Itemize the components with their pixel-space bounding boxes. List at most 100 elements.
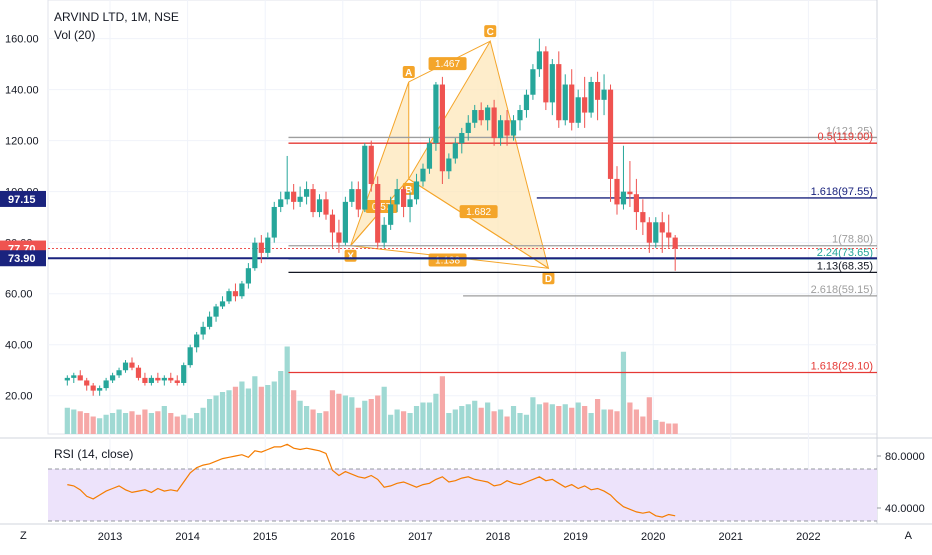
volume-bar [394,409,400,434]
pattern-ratio-marker [428,57,467,71]
candle-body [530,69,536,95]
volume-bar [582,406,588,434]
candle-body [491,107,497,139]
volume-label: Vol (20) [54,28,95,42]
pattern-ratio-label: 0.57 [372,202,392,213]
volume-bar [666,423,672,434]
candle-body [109,375,116,381]
candle-body [413,181,420,200]
volume-bar [426,402,433,434]
volume-bar [84,413,90,434]
candle-body [439,84,445,172]
volume-bar [329,390,336,434]
candle-body [181,365,187,383]
volume-bar [569,407,575,434]
volume-bar [129,411,135,434]
price-badge[interactable] [0,190,46,207]
volume-bar [284,346,290,434]
volume-bar [148,413,154,434]
candle-body [349,189,355,202]
y-tick-label: 40.00 [5,340,33,352]
volume-bar [194,413,200,434]
candle-body [433,84,439,144]
volume-bar [388,414,394,434]
price-badge[interactable] [0,250,46,267]
candle-body [239,283,245,297]
pattern-point-marker [542,272,555,285]
candles-layer [64,38,678,396]
volume-bar [116,409,122,434]
volume-bar [523,414,530,434]
volume-bar [97,418,103,434]
x-tick-label: 2019 [563,531,587,543]
volume-bar [206,399,213,434]
volume-bar [420,402,426,434]
volume-bar [142,409,148,434]
volume-bar [323,411,329,434]
candle-body [368,145,374,185]
candle-body [278,199,284,207]
fib-level-label: 1.618(29.10) [811,361,873,373]
x-tick-label: 2018 [486,531,510,543]
candle-body [426,143,433,169]
candle-body [575,97,581,123]
volume-bar [168,413,174,434]
x-tick-label: 2020 [641,531,665,543]
candle-body [485,107,491,121]
volume-bar [413,406,420,434]
volume-bar [646,397,652,434]
candle-body [646,222,652,243]
candle-body [258,242,264,253]
auto-scale-toggle-button[interactable]: A [904,530,912,542]
candle-body [64,377,70,381]
volume-bar [633,409,639,434]
candle-body [472,110,478,123]
price-badge-label: 73.90 [8,253,36,265]
candle-body [135,367,142,378]
volume-bar [459,406,465,434]
candle-body [504,120,510,136]
volume-bar [556,406,562,434]
candle-body [607,89,614,179]
pattern-point-label: D [545,274,552,285]
volume-bar [452,409,458,434]
volume-bar [174,416,180,434]
candle-body [355,189,361,210]
candle-body [549,64,555,103]
candle-body [497,120,504,139]
fib-level-label: 2.618(59.15) [811,284,873,296]
volume-bar [122,413,129,434]
candle-body [627,191,633,195]
candle-body [375,184,381,243]
volume-bar [433,393,439,434]
fib-level-label: 2.24(73.65) [817,247,873,259]
log-scale-toggle-button[interactable]: Z [20,530,27,542]
pattern-ratio-label: 1.467 [435,59,460,70]
pattern-point-label: A [405,68,412,79]
volume-bar [640,416,646,434]
pattern-ratio-label: 1.138 [435,256,460,267]
volume-bar [336,393,342,434]
candle-body [116,370,122,376]
candle-body [213,306,219,317]
candle-body [601,89,607,100]
candle-body [90,385,96,391]
volume-bar [517,413,523,434]
candle-body [362,145,368,210]
volume-bar [181,414,187,434]
candle-body [291,191,297,202]
volume-bar [543,402,549,434]
volume-bar [485,402,491,434]
volume-bar [530,397,536,434]
candle-body [556,64,562,121]
candle-body [174,380,180,383]
candle-body [265,237,271,253]
candle-body [336,232,342,243]
volume-bar [226,390,232,434]
candle-body [633,194,639,213]
x-tick-label: 2022 [796,531,820,543]
x-tick-label: 2017 [408,531,432,543]
